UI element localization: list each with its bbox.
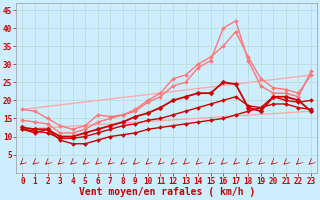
X-axis label: Vent moyen/en rafales ( km/h ): Vent moyen/en rafales ( km/h ) xyxy=(79,187,255,197)
